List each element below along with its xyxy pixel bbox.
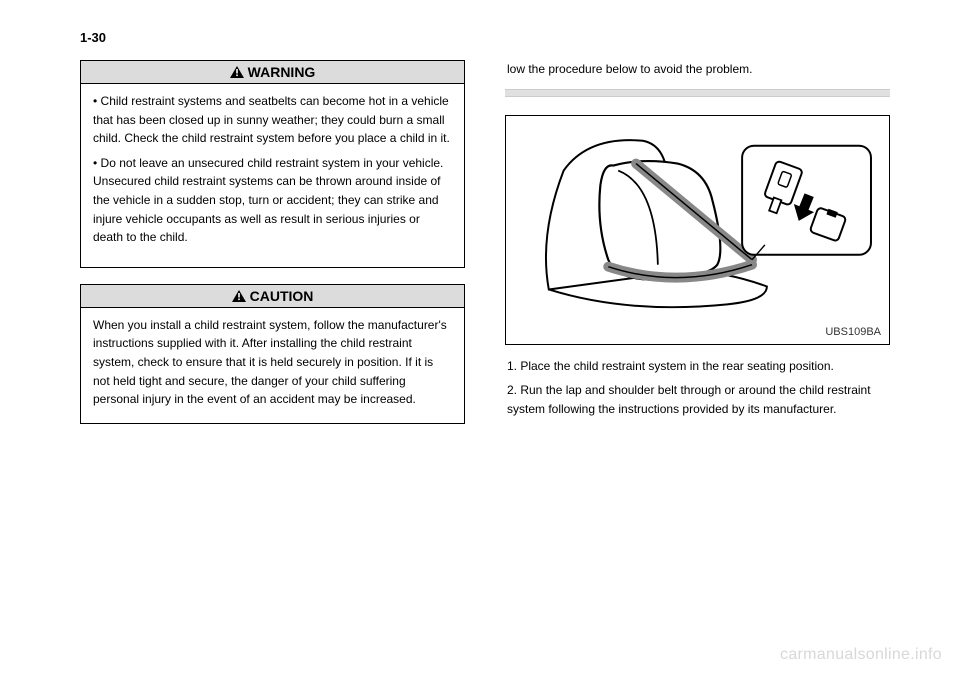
warning-icon [230,66,244,78]
caution-header: CAUTION [81,285,464,308]
caution-box: CAUTION When you install a child restrai… [80,284,465,424]
caution-text: When you install a child restraint syste… [93,318,447,406]
caution-title: CAUTION [250,288,314,304]
warning-title: WARNING [248,64,316,80]
caution-body: When you install a child restraint syste… [81,308,464,423]
watermark-text: carmanualsonline.info [780,646,942,664]
warning-item: • Child restraint systems and seatbelts … [93,92,452,148]
warning-header: WARNING [81,61,464,84]
caption-step-1: 1. Place the child restraint system in t… [507,357,888,376]
figure-caption: 1. Place the child restraint system in t… [505,357,890,419]
figure-label: UBS109BA [825,326,881,338]
caption-step-2: 2. Run the lap and shoulder belt through… [507,381,888,418]
warning-body: • Child restraint systems and seatbelts … [81,84,464,267]
instruction-figure: UBS109BA [505,115,890,345]
warning-item: • Do not leave an unsecured child restra… [93,154,452,247]
warning-box: WARNING • Child restraint systems and se… [80,60,465,268]
warning-text-1: Child restraint systems and seatbelts ca… [93,94,450,145]
separator-bar [505,89,890,97]
right-column: low the procedure below to avoid the pro… [505,60,890,440]
caution-icon [232,290,246,302]
page-number: 1-30 [80,30,106,45]
seat-belt-illustration [506,116,889,344]
left-column: WARNING • Child restraint systems and se… [80,60,465,440]
continuation-text: low the procedure below to avoid the pro… [505,60,890,89]
warning-text-2: Do not leave an unsecured child restrain… [93,156,443,244]
page-content: WARNING • Child restraint systems and se… [0,0,960,490]
